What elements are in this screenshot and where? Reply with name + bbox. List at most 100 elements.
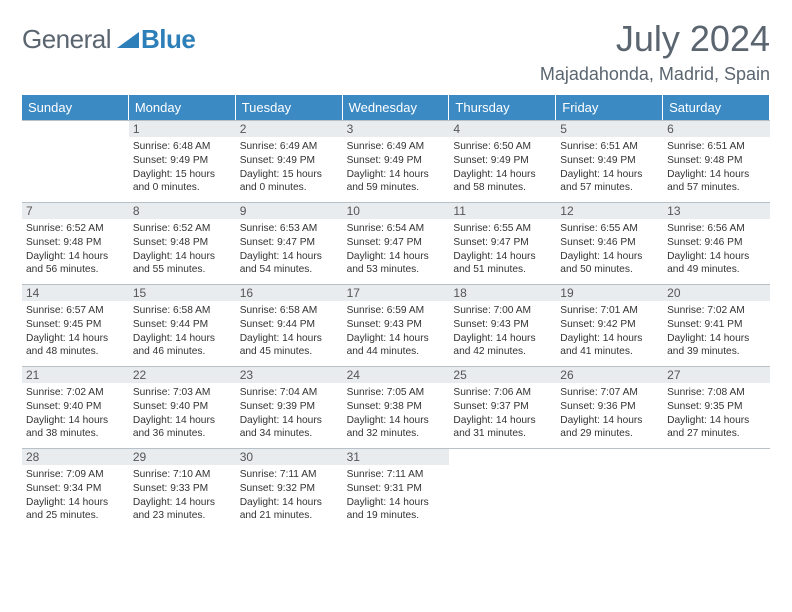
daylight-text: Daylight: 15 hours and 0 minutes.: [133, 168, 232, 196]
day-number: 24: [343, 367, 450, 383]
sunrise-text: Sunrise: 6:56 AM: [667, 222, 766, 236]
sunrise-text: Sunrise: 6:52 AM: [26, 222, 125, 236]
daylight-text: Daylight: 14 hours and 25 minutes.: [26, 496, 125, 524]
day-number: 10: [343, 203, 450, 219]
calendar-cell: 24Sunrise: 7:05 AMSunset: 9:38 PMDayligh…: [343, 366, 450, 448]
sunrise-text: Sunrise: 7:06 AM: [453, 386, 552, 400]
sunset-text: Sunset: 9:47 PM: [453, 236, 552, 250]
day-number: 19: [556, 285, 663, 301]
day-number: 21: [22, 367, 129, 383]
daylight-text: Daylight: 14 hours and 54 minutes.: [240, 250, 339, 278]
daylight-text: Daylight: 14 hours and 41 minutes.: [560, 332, 659, 360]
daylight-text: Daylight: 14 hours and 45 minutes.: [240, 332, 339, 360]
day-number: 15: [129, 285, 236, 301]
day-number: 13: [663, 203, 770, 219]
sunset-text: Sunset: 9:49 PM: [133, 154, 232, 168]
daylight-text: Daylight: 14 hours and 55 minutes.: [133, 250, 232, 278]
day-number: 1: [129, 121, 236, 137]
sunset-text: Sunset: 9:41 PM: [667, 318, 766, 332]
day-number: 17: [343, 285, 450, 301]
brand-logo: General Blue: [22, 24, 195, 55]
day-number: 4: [449, 121, 556, 137]
calendar-cell: 28Sunrise: 7:09 AMSunset: 9:34 PMDayligh…: [22, 448, 129, 530]
calendar-cell: 20Sunrise: 7:02 AMSunset: 9:41 PMDayligh…: [663, 284, 770, 366]
weekday-header: Wednesday: [343, 95, 450, 120]
calendar-cell: 12Sunrise: 6:55 AMSunset: 9:46 PMDayligh…: [556, 202, 663, 284]
sunset-text: Sunset: 9:34 PM: [26, 482, 125, 496]
sunset-text: Sunset: 9:48 PM: [667, 154, 766, 168]
sunrise-text: Sunrise: 7:04 AM: [240, 386, 339, 400]
calendar-cell: 29Sunrise: 7:10 AMSunset: 9:33 PMDayligh…: [129, 448, 236, 530]
calendar-cell: 14Sunrise: 6:57 AMSunset: 9:45 PMDayligh…: [22, 284, 129, 366]
day-number: 12: [556, 203, 663, 219]
daylight-text: Daylight: 14 hours and 31 minutes.: [453, 414, 552, 442]
sunrise-text: Sunrise: 6:49 AM: [347, 140, 446, 154]
sunrise-text: Sunrise: 7:10 AM: [133, 468, 232, 482]
sunrise-text: Sunrise: 6:58 AM: [133, 304, 232, 318]
calendar-cell: 10Sunrise: 6:54 AMSunset: 9:47 PMDayligh…: [343, 202, 450, 284]
sunset-text: Sunset: 9:44 PM: [133, 318, 232, 332]
day-number: 26: [556, 367, 663, 383]
daylight-text: Daylight: 14 hours and 58 minutes.: [453, 168, 552, 196]
day-number: 25: [449, 367, 556, 383]
day-number: 23: [236, 367, 343, 383]
sunset-text: Sunset: 9:40 PM: [26, 400, 125, 414]
sunrise-text: Sunrise: 6:53 AM: [240, 222, 339, 236]
sunrise-text: Sunrise: 7:02 AM: [26, 386, 125, 400]
sunset-text: Sunset: 9:37 PM: [453, 400, 552, 414]
sunset-text: Sunset: 9:35 PM: [667, 400, 766, 414]
calendar-grid: SundayMondayTuesdayWednesdayThursdayFrid…: [22, 95, 770, 530]
sunrise-text: Sunrise: 7:11 AM: [240, 468, 339, 482]
month-title: July 2024: [616, 18, 770, 60]
sunset-text: Sunset: 9:32 PM: [240, 482, 339, 496]
sunrise-text: Sunrise: 7:08 AM: [667, 386, 766, 400]
sunrise-text: Sunrise: 6:55 AM: [560, 222, 659, 236]
sunset-text: Sunset: 9:31 PM: [347, 482, 446, 496]
calendar-cell: 7Sunrise: 6:52 AMSunset: 9:48 PMDaylight…: [22, 202, 129, 284]
calendar-cell: 21Sunrise: 7:02 AMSunset: 9:40 PMDayligh…: [22, 366, 129, 448]
calendar-cell: 3Sunrise: 6:49 AMSunset: 9:49 PMDaylight…: [343, 120, 450, 202]
sunset-text: Sunset: 9:36 PM: [560, 400, 659, 414]
sunrise-text: Sunrise: 7:11 AM: [347, 468, 446, 482]
sunrise-text: Sunrise: 6:51 AM: [560, 140, 659, 154]
sunset-text: Sunset: 9:40 PM: [133, 400, 232, 414]
day-number: 18: [449, 285, 556, 301]
calendar-cell: [22, 120, 129, 202]
daylight-text: Daylight: 14 hours and 39 minutes.: [667, 332, 766, 360]
sunrise-text: Sunrise: 6:59 AM: [347, 304, 446, 318]
sunset-text: Sunset: 9:39 PM: [240, 400, 339, 414]
daylight-text: Daylight: 14 hours and 36 minutes.: [133, 414, 232, 442]
sunrise-text: Sunrise: 7:05 AM: [347, 386, 446, 400]
day-number: 22: [129, 367, 236, 383]
daylight-text: Daylight: 14 hours and 57 minutes.: [560, 168, 659, 196]
sunset-text: Sunset: 9:49 PM: [240, 154, 339, 168]
triangle-icon: [117, 32, 139, 53]
calendar-cell: 19Sunrise: 7:01 AMSunset: 9:42 PMDayligh…: [556, 284, 663, 366]
sunset-text: Sunset: 9:49 PM: [453, 154, 552, 168]
daylight-text: Daylight: 14 hours and 23 minutes.: [133, 496, 232, 524]
calendar-cell: 6Sunrise: 6:51 AMSunset: 9:48 PMDaylight…: [663, 120, 770, 202]
calendar-cell: 18Sunrise: 7:00 AMSunset: 9:43 PMDayligh…: [449, 284, 556, 366]
sunset-text: Sunset: 9:49 PM: [347, 154, 446, 168]
daylight-text: Daylight: 14 hours and 29 minutes.: [560, 414, 659, 442]
sunrise-text: Sunrise: 6:51 AM: [667, 140, 766, 154]
daylight-text: Daylight: 14 hours and 56 minutes.: [26, 250, 125, 278]
calendar-cell: 31Sunrise: 7:11 AMSunset: 9:31 PMDayligh…: [343, 448, 450, 530]
calendar-cell: 11Sunrise: 6:55 AMSunset: 9:47 PMDayligh…: [449, 202, 556, 284]
sunset-text: Sunset: 9:48 PM: [26, 236, 125, 250]
daylight-text: Daylight: 14 hours and 21 minutes.: [240, 496, 339, 524]
sunset-text: Sunset: 9:33 PM: [133, 482, 232, 496]
sunset-text: Sunset: 9:45 PM: [26, 318, 125, 332]
daylight-text: Daylight: 14 hours and 59 minutes.: [347, 168, 446, 196]
day-number: 28: [22, 449, 129, 465]
weekday-header: Saturday: [663, 95, 770, 120]
day-number: 16: [236, 285, 343, 301]
daylight-text: Daylight: 14 hours and 44 minutes.: [347, 332, 446, 360]
calendar-cell: 5Sunrise: 6:51 AMSunset: 9:49 PMDaylight…: [556, 120, 663, 202]
sunset-text: Sunset: 9:49 PM: [560, 154, 659, 168]
sunset-text: Sunset: 9:48 PM: [133, 236, 232, 250]
sunrise-text: Sunrise: 7:01 AM: [560, 304, 659, 318]
sunrise-text: Sunrise: 7:03 AM: [133, 386, 232, 400]
sunset-text: Sunset: 9:38 PM: [347, 400, 446, 414]
weekday-header: Sunday: [22, 95, 129, 120]
